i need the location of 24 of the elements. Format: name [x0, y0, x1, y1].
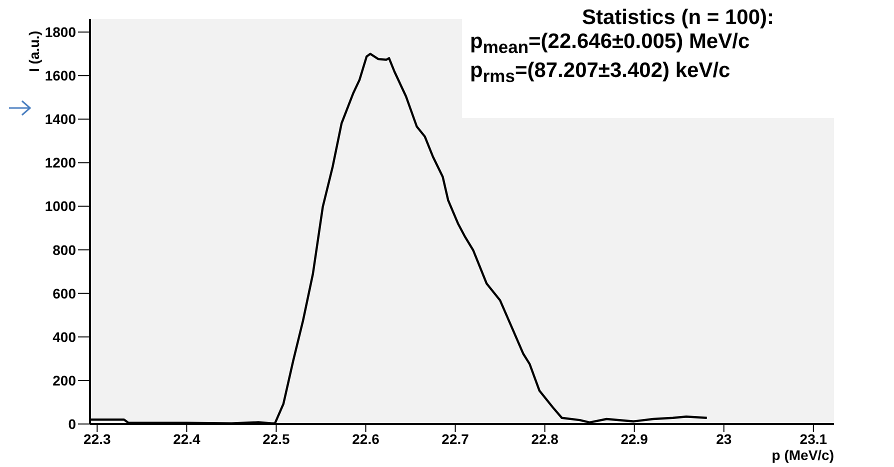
y-tick-label: 0 — [68, 416, 76, 432]
annotation: p$_{mean}$=(22.646±0.005) MeV/c — [469, 30, 751, 60]
x-tick-label: 22.4 — [173, 430, 201, 447]
x-tick-label: 23.1 — [800, 430, 828, 447]
x-tick-label: 22.8 — [531, 430, 559, 447]
y-tick-label: 400 — [52, 328, 76, 345]
x-axis-title: p (MeV/c) — [772, 447, 834, 463]
x-tick-label: 22.7 — [442, 430, 470, 447]
y-tick-label: 600 — [52, 285, 76, 302]
y-tick-label: 800 — [52, 242, 76, 258]
y-tick-label: 1600 — [44, 68, 76, 84]
annotation: Statistics (n = 100): — [581, 6, 775, 30]
annotation: p$_{rms}$=(87.207±3.402) keV/c — [469, 59, 732, 88]
y-tick-label: 200 — [52, 372, 76, 388]
x-tick-label: 22.6 — [352, 430, 380, 447]
x-tick-label: 22.5 — [262, 430, 290, 447]
x-tick-label: 22.9 — [620, 430, 648, 447]
y-tick-label: 1000 — [44, 198, 76, 214]
y-axis-title: I (a.u.) — [26, 30, 42, 72]
y-tick-label: 1200 — [44, 154, 76, 171]
y-tick-label: 1800 — [44, 24, 76, 40]
x-tick-label: 22.3 — [84, 430, 111, 447]
y-tick-label: 1400 — [44, 111, 76, 128]
x-tick-label: 23 — [716, 430, 732, 447]
